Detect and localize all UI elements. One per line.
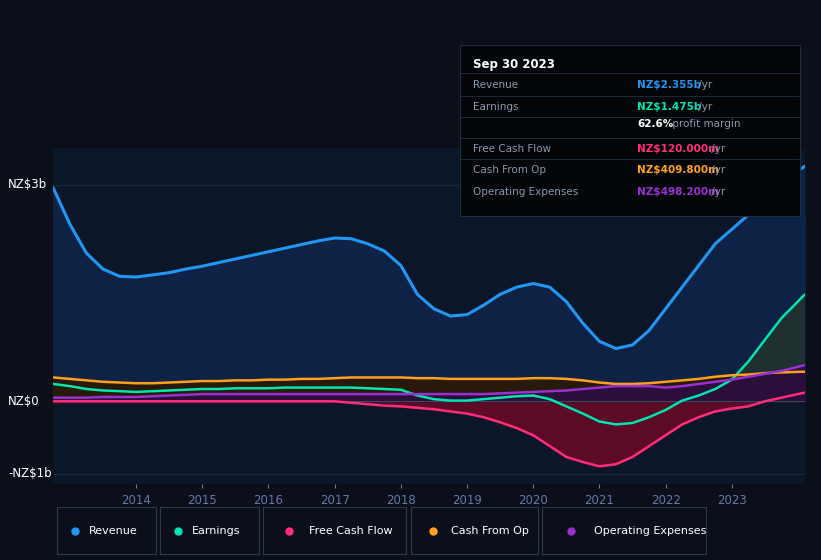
Text: NZ$498.200m: NZ$498.200m	[637, 186, 719, 197]
Text: NZ$0: NZ$0	[8, 395, 40, 408]
Text: Earnings: Earnings	[474, 102, 519, 112]
Text: profit margin: profit margin	[669, 119, 741, 129]
Text: Earnings: Earnings	[191, 526, 240, 535]
Text: 62.6%: 62.6%	[637, 119, 673, 129]
Text: -NZ$1b: -NZ$1b	[8, 467, 52, 480]
Text: Free Cash Flow: Free Cash Flow	[309, 526, 392, 535]
Text: Cash From Op: Cash From Op	[452, 526, 529, 535]
Text: NZ$1.475b: NZ$1.475b	[637, 102, 701, 112]
Text: /yr: /yr	[709, 165, 726, 175]
Text: NZ$409.800m: NZ$409.800m	[637, 165, 719, 175]
Text: Revenue: Revenue	[89, 526, 138, 535]
Text: /yr: /yr	[709, 186, 726, 197]
Text: Free Cash Flow: Free Cash Flow	[474, 144, 552, 154]
Text: Operating Expenses: Operating Expenses	[474, 186, 579, 197]
Text: NZ$3b: NZ$3b	[8, 178, 48, 191]
Text: NZ$120.000m: NZ$120.000m	[637, 144, 719, 154]
Text: /yr: /yr	[709, 144, 726, 154]
Text: /yr: /yr	[695, 80, 713, 90]
Text: Operating Expenses: Operating Expenses	[594, 526, 707, 535]
Text: Cash From Op: Cash From Op	[474, 165, 547, 175]
Text: Sep 30 2023: Sep 30 2023	[474, 58, 555, 72]
Text: Revenue: Revenue	[474, 80, 519, 90]
Text: /yr: /yr	[695, 102, 713, 112]
Text: NZ$2.355b: NZ$2.355b	[637, 80, 701, 90]
